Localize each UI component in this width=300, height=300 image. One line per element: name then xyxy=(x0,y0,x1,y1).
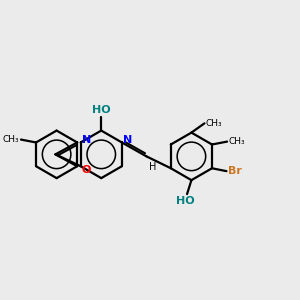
Text: H: H xyxy=(149,162,156,172)
Text: N: N xyxy=(82,135,91,145)
Text: N: N xyxy=(123,135,133,145)
Text: CH₃: CH₃ xyxy=(3,135,20,144)
Text: HO: HO xyxy=(92,105,111,115)
Text: Br: Br xyxy=(228,166,242,176)
Text: CH₃: CH₃ xyxy=(206,119,223,128)
Text: CH₃: CH₃ xyxy=(229,137,245,146)
Text: HO: HO xyxy=(176,196,195,206)
Text: O: O xyxy=(82,165,91,175)
